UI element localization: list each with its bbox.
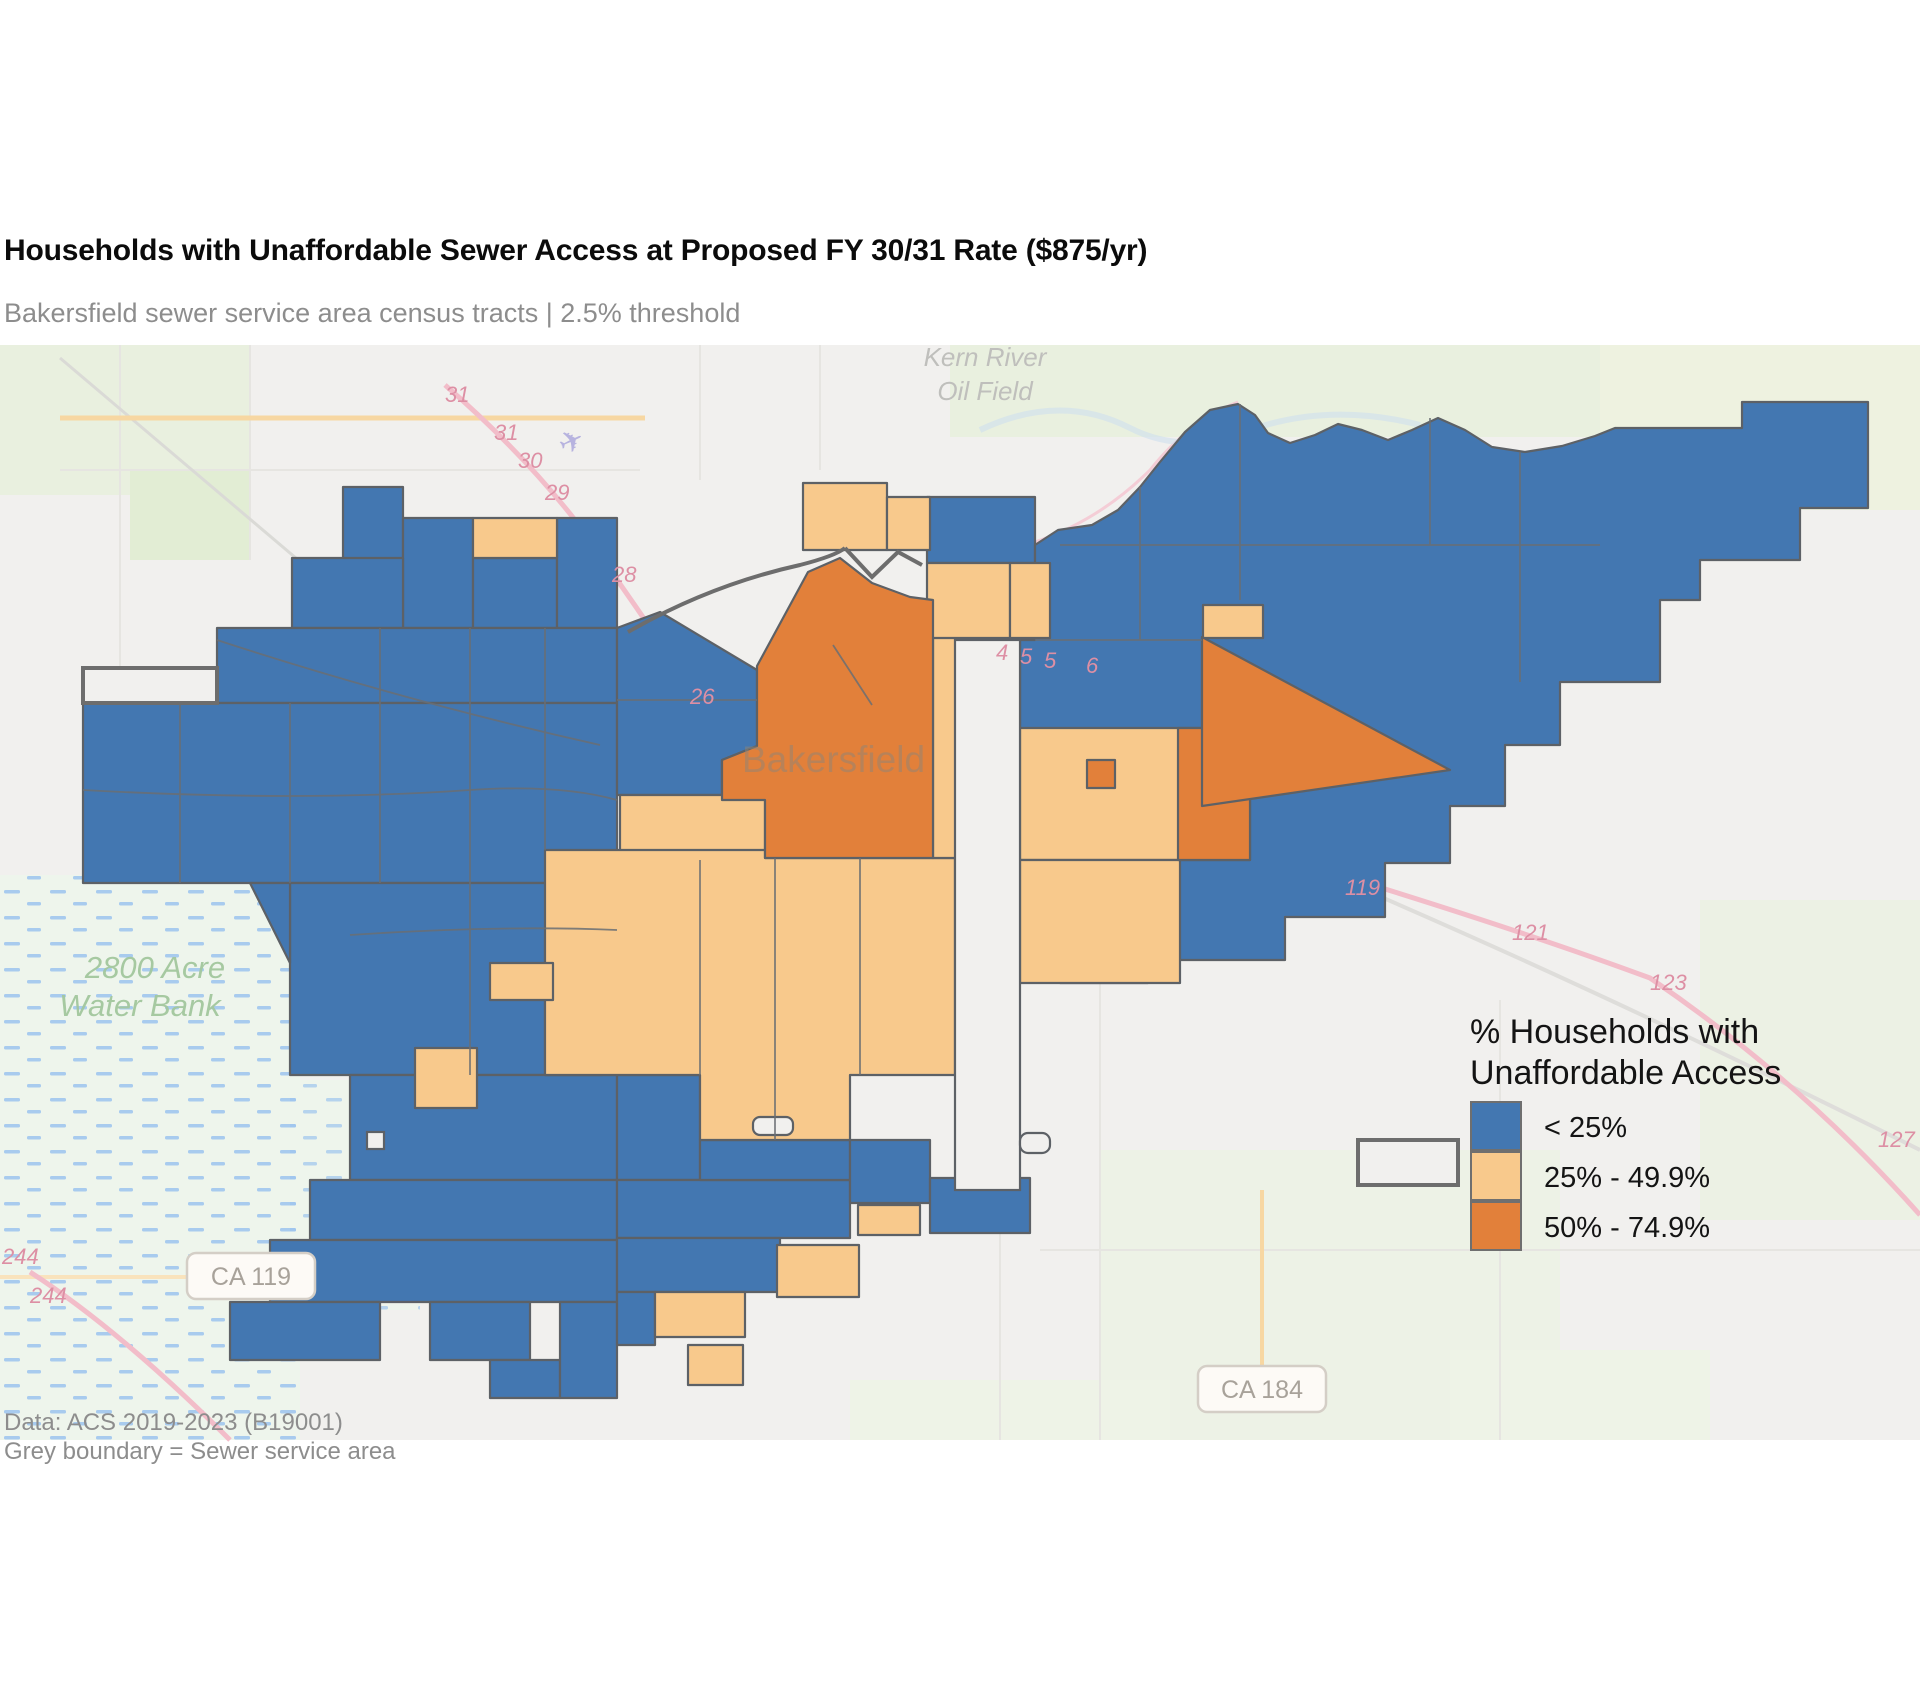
census-tract	[686, 1343, 745, 1387]
svg-text:CA 184: CA 184	[1221, 1376, 1303, 1404]
census-tract	[615, 1290, 657, 1347]
excluded-area	[751, 1115, 795, 1137]
road-number-label: 244	[29, 1283, 67, 1308]
highway-shield: CA 119	[185, 1251, 317, 1301]
census-tract	[615, 1236, 782, 1294]
census-tract	[1018, 858, 1182, 985]
road-number-label: 31	[494, 420, 518, 445]
census-tract	[555, 516, 619, 630]
road-number-label: 5	[1020, 644, 1033, 669]
page-title: Households with Unaffordable Sewer Acces…	[4, 234, 1148, 267]
road-number-label: 121	[1512, 920, 1549, 945]
grey-road	[59, 356, 311, 572]
excluded-area	[953, 638, 1022, 1192]
census-tract	[558, 1300, 619, 1400]
legend-label: 25% - 49.9%	[1544, 1161, 1711, 1194]
census-tract	[471, 516, 559, 560]
road-number-label: 30	[518, 448, 543, 473]
census-tract	[268, 1238, 619, 1304]
census-tract	[775, 1243, 861, 1299]
census-tract	[720, 556, 935, 860]
sewer-service-boundary	[627, 546, 923, 634]
census-tract	[1008, 561, 1052, 640]
svg-text:CA 119: CA 119	[211, 1263, 291, 1291]
census-tract	[801, 481, 889, 552]
census-tract	[401, 516, 475, 630]
legend-title: % Households with Unaffordable Access	[1470, 1013, 1782, 1092]
census-tract	[290, 556, 405, 630]
footer-boundary-note: Grey boundary = Sewer service area	[4, 1438, 396, 1465]
legend-swatch	[1470, 1201, 1522, 1251]
page-subtitle: Bakersfield sewer service area census tr…	[4, 298, 741, 328]
grey-road	[1329, 873, 1920, 1152]
census-tract	[1200, 635, 1452, 808]
census-tract	[925, 495, 1037, 565]
legend-label: < 25%	[1544, 1111, 1628, 1144]
map-place-label: Bakersfield	[742, 739, 925, 780]
census-tract	[488, 1358, 562, 1400]
road-number-label: 31	[445, 382, 469, 407]
legend-label: 50% - 74.9%	[1544, 1211, 1711, 1244]
excluded-area	[81, 666, 219, 705]
road-number-label: 127	[1878, 1127, 1915, 1152]
road-number-label: 26	[689, 684, 715, 709]
census-tract	[413, 1046, 479, 1110]
footer-data-source: Data: ACS 2019-2023 (B19001)	[4, 1409, 343, 1436]
road-number-label: 28	[611, 562, 637, 587]
road-number-label: 5	[1044, 648, 1057, 673]
census-tract	[848, 1138, 932, 1205]
census-tract	[615, 1178, 852, 1240]
excluded-area	[365, 1130, 386, 1151]
map-place-label: 2800 Acre	[84, 950, 225, 985]
road-number-label: 4	[996, 640, 1008, 665]
census-tract	[215, 626, 619, 705]
census-tract	[488, 961, 555, 1002]
map-legend: % Households with Unaffordable Access < …	[1470, 1012, 1890, 1253]
census-tract	[428, 1300, 532, 1362]
road-number-label: 244	[1, 1244, 39, 1269]
map-place-label: Oil Field	[937, 376, 1034, 406]
road-number-label: 29	[544, 480, 569, 505]
legend-swatch	[1470, 1151, 1522, 1201]
census-tract	[471, 556, 559, 630]
census-tract	[698, 1138, 852, 1182]
road-number-label: 123	[1650, 970, 1687, 995]
census-tract	[856, 1203, 922, 1237]
excluded-area	[1018, 1131, 1052, 1155]
excluded-area	[1356, 1138, 1460, 1187]
census-tract	[81, 701, 619, 885]
census-tract	[1085, 758, 1117, 790]
legend-items: < 25% 25% - 49.9% 50% - 74.9%	[1470, 1101, 1890, 1253]
road-number-label: 6	[1086, 653, 1099, 678]
census-tract	[885, 495, 932, 552]
map-place-label: Water Bank	[59, 988, 222, 1023]
map-place-label: Kern River	[924, 342, 1048, 372]
census-tract	[341, 485, 405, 562]
legend-item: 50% - 74.9%	[1470, 1201, 1890, 1253]
legend-item: 25% - 49.9%	[1470, 1151, 1890, 1203]
legend-item: < 25%	[1470, 1101, 1890, 1153]
census-tract	[653, 1290, 747, 1339]
census-tract	[248, 881, 292, 965]
highway-shield: CA 184	[1196, 1364, 1328, 1414]
tract-internal-lines	[82, 404, 1600, 1140]
census-tract	[1201, 603, 1265, 640]
census-tract	[925, 561, 1012, 640]
census-tract	[618, 793, 767, 860]
legend-swatch	[1470, 1101, 1522, 1151]
census-tract	[228, 1300, 382, 1362]
census-tract	[308, 1178, 619, 1242]
footer-notes: Data: ACS 2019-2023 (B19001) Grey bounda…	[4, 1408, 396, 1466]
census-tract	[615, 1073, 702, 1182]
census-tract	[348, 1073, 619, 1182]
road-number-label: 119	[1345, 875, 1380, 900]
